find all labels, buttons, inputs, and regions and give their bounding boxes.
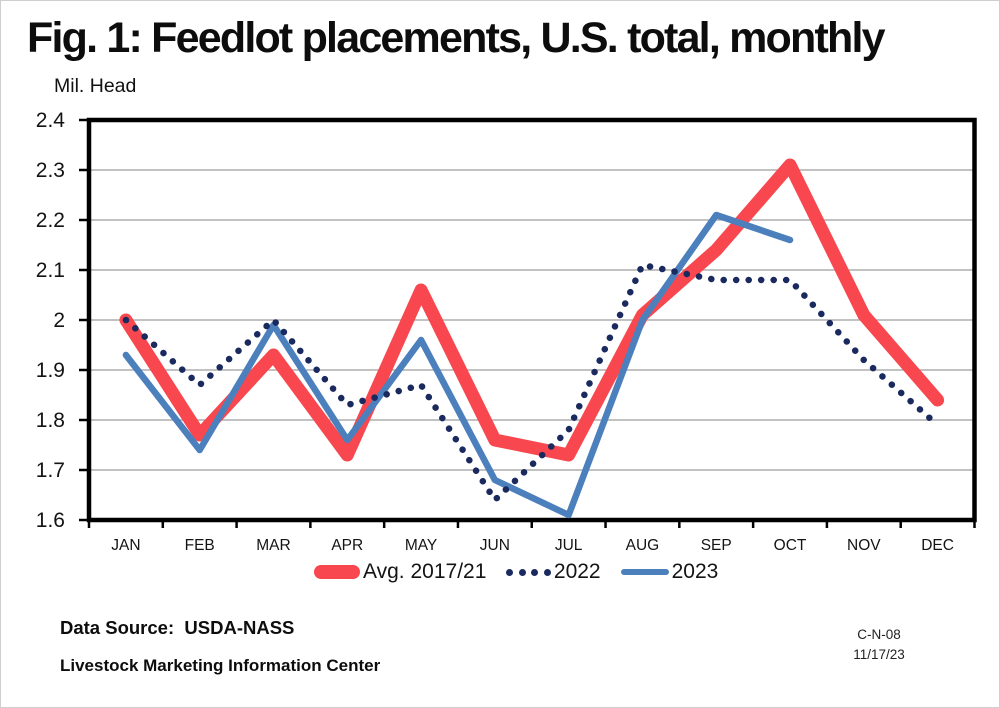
legend: Avg. 2017/21 2022 2023 [314,560,718,584]
y-axis-tick-label: 1.8 [36,409,65,432]
y-axis-tick-label: 1.6 [36,509,65,532]
y-axis-title: Mil. Head [54,75,137,97]
plot-border [86,117,977,523]
series-2022-line [122,261,941,504]
legend-label-2023: 2023 [671,560,719,583]
y-axis-tick-label: 2.1 [36,259,65,282]
y-axis-tick-label: 2.2 [36,209,65,232]
x-axis-month-label: FEB [185,537,215,554]
x-axis-month-label: JUN [480,537,510,554]
chart-id-text: C-N-08 [857,627,901,642]
x-axis-month-label: NOV [847,537,881,554]
footer-reference: C-N-08 11/17/23 [829,625,929,664]
organization-text: Livestock Marketing Information Center [60,656,381,675]
solid-line-swatch-icon [620,568,669,576]
dotted-line-swatch-icon [506,568,551,576]
legend-label-2022: 2022 [553,560,601,583]
chart-date-text: 11/17/23 [853,646,905,662]
chart-canvas: 2.4 2.3 2.2 2.1 2 1.9 1.8 1.7 1.6 JAN FEB MAR APR MAY… [36,109,977,554]
x-axis-month-label: MAR [256,537,290,554]
x-axis-month-label: MAY [405,537,437,554]
y-axis-tick-label: 2.3 [36,159,65,182]
data-source-text: Data Source: USDA-NASS [60,617,295,638]
x-axis-month-label: APR [331,537,363,554]
y-axis-tick-label: 2.4 [36,109,66,132]
x-axis-month-label: OCT [774,537,807,554]
footer-credits: Data Source: USDA-NASS Livestock Marketi… [60,617,380,676]
x-axis-month-label: JUL [555,537,583,554]
avg-2017-21-line-swatch-icon [314,565,360,579]
legend-item-avg-2017-21: Avg. 2017/21 [314,560,486,584]
series-2023-line [122,211,794,519]
x-axis-month-label: JAN [111,537,140,554]
legend-item-2022: 2022 [506,560,601,584]
x-axis-month-label: SEP [701,537,732,554]
chart-title: Fig. 1: Feedlot placements, U.S. total, … [27,14,886,62]
y-axis-tick-label: 2 [53,309,65,332]
series-avg-2017-21-line [119,158,945,462]
x-axis-month-label: DEC [921,537,954,554]
y-axis-tick-label: 1.9 [36,359,65,382]
x-axis-month-label: AUG [626,537,660,554]
y-axis-tick-label: 1.7 [36,459,65,482]
legend-label-avg-2017-21: Avg. 2017/21 [363,560,487,583]
legend-item-2023: 2023 [620,560,719,584]
